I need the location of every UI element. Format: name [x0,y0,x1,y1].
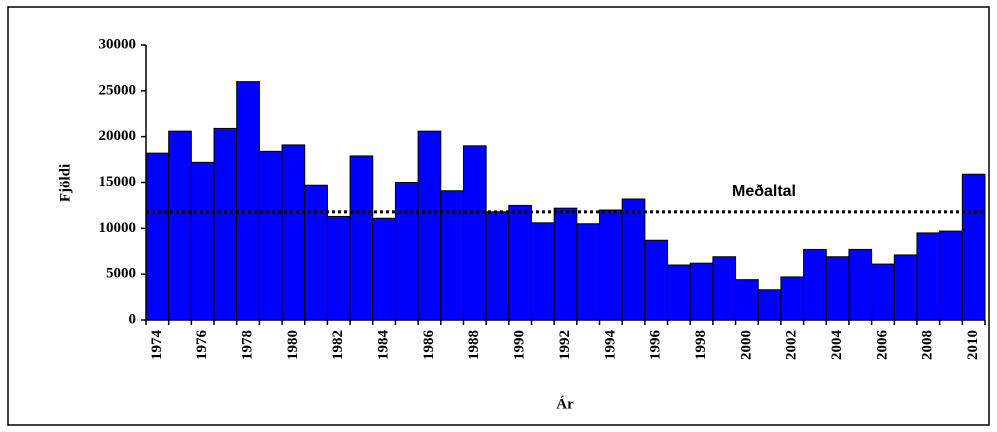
bar [939,230,963,321]
bar [417,130,442,321]
x-tick-label: 1994 [602,330,618,361]
bar [394,182,419,321]
x-axis-title: Ár [556,395,574,412]
x-tick-label: 1996 [648,330,664,361]
y-tick-label: 5000 [106,266,136,282]
bar [712,256,737,321]
chart-frame [7,6,990,426]
bar [190,161,215,321]
y-tick-label: 20000 [99,128,137,144]
bar [735,279,759,321]
y-tick-label: 0 [129,311,137,327]
bar [667,264,691,321]
x-tick-label: 2006 [874,330,890,361]
bar [304,184,328,321]
bar [281,144,306,321]
bar [871,263,895,321]
x-tick-label: 1978 [239,330,255,360]
x-tick-label: 1982 [330,330,346,360]
bar [621,198,646,321]
bar [440,190,464,321]
x-tick-label: 1976 [194,330,210,361]
bar [893,254,918,321]
bar [689,262,714,321]
bar [553,207,578,321]
y-tick-label: 10000 [99,220,137,236]
bar [145,152,170,321]
bar [848,248,873,321]
bar [644,239,669,321]
x-tick-label: 1984 [376,330,392,361]
x-tick-label: 1990 [512,330,528,360]
y-tick-label: 25000 [99,82,137,98]
bar [485,211,510,321]
x-tick-label: 1974 [149,330,165,361]
bar [803,248,827,321]
x-tick-label: 2010 [965,330,981,360]
x-tick-label: 2008 [920,330,936,360]
bar [916,232,941,321]
x-tick-label: 2004 [829,330,845,361]
bar [258,150,283,321]
bar [326,215,351,321]
bar [508,204,532,321]
bar [349,155,374,321]
x-tick-label: 1998 [693,330,709,360]
bar [576,223,601,321]
y-axis-title: Fjöldi [57,164,73,202]
bar [825,256,850,321]
bar [530,222,555,321]
x-tick-label: 1980 [285,330,301,360]
y-tick-label: 15000 [99,174,137,190]
bar [372,217,396,321]
bar [213,127,238,321]
x-tick-label: 1988 [466,330,482,360]
bar [599,209,623,321]
x-tick-label: 1986 [421,330,437,361]
bar [168,130,192,321]
bar [961,173,986,321]
mean-label: Meðaltal [732,183,796,200]
x-tick-label: 1992 [557,330,573,360]
y-tick-label: 30000 [99,36,137,52]
x-tick-label: 2002 [784,330,800,360]
x-tick-label: 2000 [738,330,754,360]
bar [757,289,782,321]
bar [462,145,487,321]
bar [236,81,260,321]
bar [780,276,805,321]
